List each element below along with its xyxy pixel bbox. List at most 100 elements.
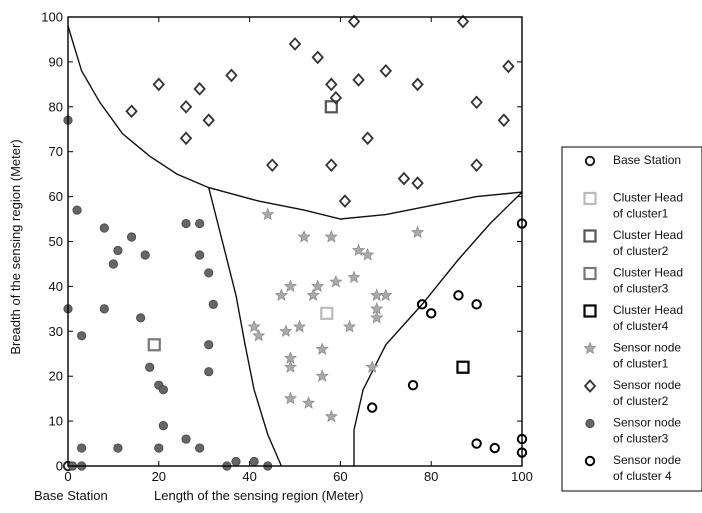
legend-label: Sensor node xyxy=(613,416,681,430)
sn1-point xyxy=(329,274,343,288)
legend-label: Sensor node xyxy=(613,341,681,355)
y-tick-label: 40 xyxy=(49,279,63,294)
x-tick-label: 0 xyxy=(64,469,71,484)
sn2-point xyxy=(266,158,279,173)
legend-marker xyxy=(583,266,597,281)
y-tick-label: 50 xyxy=(49,234,63,249)
sn2-point xyxy=(179,131,193,146)
base-station-axis-label: Base Station xyxy=(34,488,108,503)
legend-marker xyxy=(583,304,597,318)
x-tick-label: 100 xyxy=(511,469,533,484)
sn4-point xyxy=(416,299,428,310)
sn4-point xyxy=(453,290,464,301)
sn3-point xyxy=(204,340,214,350)
sn3-point xyxy=(99,304,109,314)
sn1-point xyxy=(301,396,316,409)
legend: Base Station Cluster Head of cluster1 Clust… xyxy=(561,146,702,492)
sn3-point xyxy=(158,420,168,431)
sn3-point xyxy=(204,268,214,278)
sn2-point xyxy=(456,14,470,29)
sn3-point xyxy=(72,205,82,215)
legend-label: Base Station xyxy=(613,153,681,167)
sn1-point xyxy=(365,360,379,373)
legend-label: of cluster3 xyxy=(613,432,669,446)
cluster-boundaries xyxy=(67,25,523,467)
x-tick-label: 60 xyxy=(333,469,347,484)
sn3-point xyxy=(158,385,168,395)
legend-label: of cluster2 xyxy=(613,244,669,258)
sn3-point xyxy=(77,443,87,453)
legend-marker xyxy=(584,155,596,167)
sn1-point xyxy=(283,279,298,293)
sn2-point xyxy=(179,99,193,114)
sn2-point xyxy=(202,113,215,128)
legend-marker xyxy=(584,455,596,467)
sn4-point xyxy=(489,442,500,454)
sn3-point xyxy=(195,250,205,260)
legend-marker xyxy=(583,229,597,243)
y-tick-label: 60 xyxy=(49,189,63,204)
sn2-point xyxy=(470,158,483,173)
sn2-point xyxy=(152,77,166,92)
sn3-point xyxy=(181,434,191,444)
sn3-point xyxy=(249,456,259,467)
sn1-point xyxy=(279,324,293,337)
x-axis-label: Length of the sensing region (Meter) xyxy=(154,488,364,503)
legend-label: of cluster1 xyxy=(613,357,669,371)
sn1-point xyxy=(315,369,329,382)
sn4-point xyxy=(471,299,482,310)
legend-marker xyxy=(585,418,595,429)
sn2-point xyxy=(352,73,365,87)
sn1-point xyxy=(370,288,384,301)
sn3-point xyxy=(145,362,155,372)
legend-label: Sensor node xyxy=(613,453,681,467)
legend-marker xyxy=(583,191,597,206)
cluster-boundary-line xyxy=(208,186,523,220)
y-tick-label: 30 xyxy=(49,324,63,339)
sn4-point xyxy=(407,379,419,391)
sn1-point xyxy=(315,342,329,355)
sn2-point xyxy=(361,131,374,146)
y-tick-label: 10 xyxy=(49,414,63,429)
sn1-point xyxy=(311,279,325,293)
sn2-point xyxy=(338,194,352,208)
sn1-point xyxy=(283,391,298,405)
legend-label: Cluster Head xyxy=(613,228,683,242)
legend-label: of cluster 4 xyxy=(613,469,672,483)
legend-marker xyxy=(583,341,597,355)
sn3-point xyxy=(181,218,191,229)
sn4-point xyxy=(471,438,482,449)
sn3-point xyxy=(204,367,214,377)
sn2-point xyxy=(397,171,411,186)
ch4-point xyxy=(456,360,470,374)
sn3-point xyxy=(195,218,205,229)
sn3-point xyxy=(77,331,87,341)
y-tick-label: 90 xyxy=(49,54,63,69)
sn1-point xyxy=(342,319,357,333)
y-tick-label: 20 xyxy=(49,369,63,384)
legend-label: of cluster3 xyxy=(613,282,669,296)
legend-label: Cluster Head xyxy=(613,266,683,280)
sn3-point xyxy=(208,299,218,309)
legend-label: Cluster Head xyxy=(613,191,683,205)
sn1-point xyxy=(410,225,425,239)
ch2-point xyxy=(324,100,338,114)
sn1-point xyxy=(351,243,366,257)
sn3-point xyxy=(113,245,123,256)
cluster-boundary-line xyxy=(353,191,523,466)
legend-marker xyxy=(583,379,597,393)
sn1-point xyxy=(379,288,393,301)
sn4-point xyxy=(426,308,437,319)
sn1-point xyxy=(347,270,361,284)
sn4-point xyxy=(366,402,378,413)
x-tick-label: 80 xyxy=(424,469,438,484)
sn3-point xyxy=(154,443,164,453)
ch1-point xyxy=(320,306,334,320)
sn1-point xyxy=(324,409,338,423)
sn3-point xyxy=(231,456,241,467)
data-points xyxy=(62,14,528,472)
x-tick-label: 20 xyxy=(152,469,166,484)
legend-label: Cluster Head xyxy=(613,303,683,317)
sn2-point xyxy=(502,59,515,74)
